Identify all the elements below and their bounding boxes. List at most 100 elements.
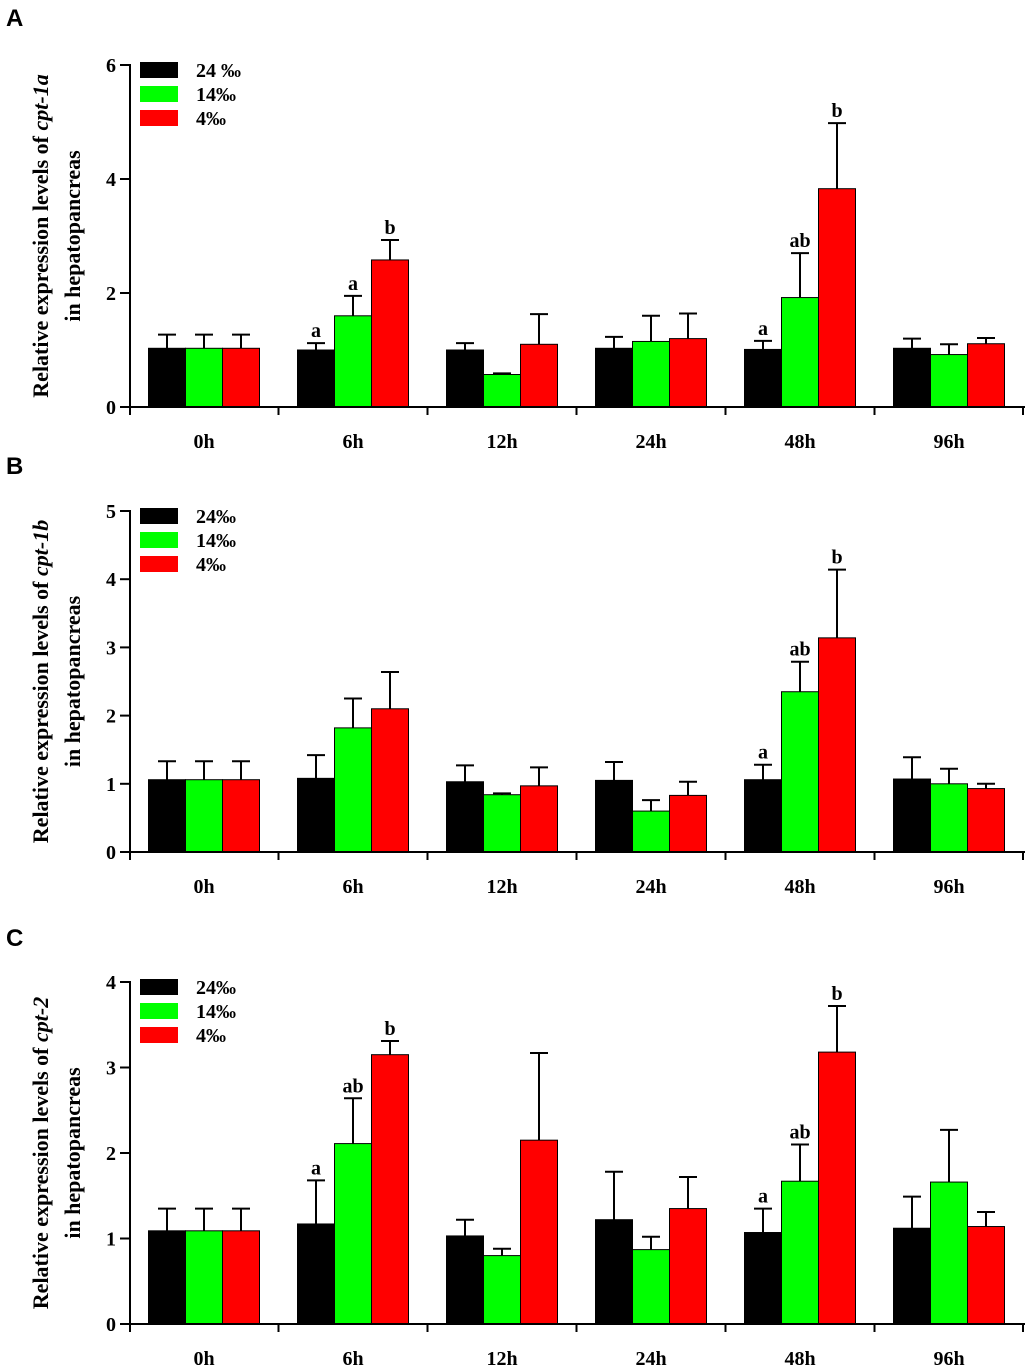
bar bbox=[818, 637, 856, 853]
chart-panel-b: Ba ab b 0 1 2 3 4 5 0h 6h 12h 24h 48h 96h Relative expr… bbox=[6, 453, 1025, 898]
y-tick-label: 0 bbox=[106, 1314, 116, 1336]
panel-letter: A bbox=[6, 5, 23, 32]
y-tick-label: 0 bbox=[106, 397, 116, 419]
y-tick-label: 4 bbox=[106, 972, 116, 994]
panel-letter: B bbox=[6, 453, 23, 480]
legend-swatch bbox=[140, 556, 178, 572]
x-tick-label: 6h bbox=[342, 1348, 363, 1370]
bar bbox=[334, 727, 372, 853]
legend: 24 ‰14‰4‰ bbox=[140, 60, 241, 130]
significance-label: b bbox=[831, 100, 842, 122]
bar bbox=[297, 349, 335, 408]
gene-name: cpt-2 bbox=[28, 997, 53, 1042]
legend-label: 14‰ bbox=[196, 530, 236, 552]
bar bbox=[185, 1230, 223, 1325]
y-tick-label: 2 bbox=[106, 706, 116, 728]
bar bbox=[744, 348, 782, 408]
bar bbox=[744, 779, 782, 853]
y-axis-label-line2: in hepatopancreas bbox=[60, 1067, 85, 1239]
significance-label: b bbox=[384, 1018, 395, 1040]
bar bbox=[520, 343, 558, 408]
legend-swatch bbox=[140, 110, 178, 126]
bar bbox=[334, 315, 372, 408]
bar bbox=[297, 1223, 335, 1325]
y-tick-label: 6 bbox=[106, 55, 116, 77]
legend-swatch bbox=[140, 1003, 178, 1019]
significance-label: b bbox=[384, 217, 395, 239]
legend-swatch bbox=[140, 62, 178, 78]
y-axis-label: Relative expression levels of cpt-1b bbox=[28, 520, 53, 843]
x-tick-label: 48h bbox=[784, 431, 815, 453]
bar bbox=[483, 374, 521, 408]
significance-label: ab bbox=[789, 1121, 810, 1143]
bar bbox=[334, 1143, 372, 1325]
bar bbox=[520, 785, 558, 853]
significance-label: ab bbox=[789, 230, 810, 252]
bar bbox=[595, 779, 633, 853]
bar bbox=[483, 1255, 521, 1325]
bar bbox=[222, 779, 260, 853]
x-tick-label: 6h bbox=[342, 876, 363, 898]
x-tick-label: 12h bbox=[486, 431, 517, 453]
legend: 24‰14‰4‰ bbox=[140, 506, 236, 576]
bar bbox=[371, 259, 409, 408]
y-tick-label: 3 bbox=[106, 1058, 116, 1080]
bar bbox=[148, 779, 186, 853]
bar bbox=[595, 347, 633, 408]
legend-swatch bbox=[140, 979, 178, 995]
x-tick-label: 0h bbox=[193, 431, 214, 453]
bar bbox=[818, 1051, 856, 1325]
x-tick-label: 12h bbox=[486, 876, 517, 898]
significance-label: a bbox=[311, 1157, 321, 1179]
bar bbox=[744, 1232, 782, 1325]
bar bbox=[781, 297, 819, 408]
legend-swatch bbox=[140, 86, 178, 102]
y-tick-label: 1 bbox=[106, 1229, 116, 1251]
bar bbox=[632, 340, 670, 408]
y-tick-label: 4 bbox=[106, 169, 116, 191]
bar bbox=[222, 1230, 260, 1325]
bar bbox=[818, 188, 856, 408]
bar bbox=[669, 1208, 707, 1325]
bar bbox=[930, 354, 968, 408]
x-tick-label: 24h bbox=[635, 876, 666, 898]
chart-panel-c: Ca a ab ab b b 0 1 2 3 4 0h 6h 12h 24h 48h 96h Relative e… bbox=[6, 925, 1025, 1370]
significance-label: a bbox=[311, 320, 321, 342]
significance-label: ab bbox=[789, 639, 810, 661]
bar bbox=[446, 781, 484, 853]
x-tick-label: 48h bbox=[784, 1348, 815, 1370]
legend-label: 24 ‰ bbox=[196, 60, 241, 82]
y-tick-label: 5 bbox=[106, 501, 116, 523]
x-tick-label: 12h bbox=[486, 1348, 517, 1370]
legend-swatch bbox=[140, 1027, 178, 1043]
x-tick-label: 96h bbox=[933, 1348, 964, 1370]
legend-swatch bbox=[140, 532, 178, 548]
bar bbox=[148, 1230, 186, 1325]
x-tick-label: 24h bbox=[635, 431, 666, 453]
x-tick-label: 96h bbox=[933, 431, 964, 453]
bar bbox=[967, 788, 1005, 853]
y-tick-label: 2 bbox=[106, 1143, 116, 1165]
y-tick-label: 0 bbox=[106, 842, 116, 864]
legend-label: 14‰ bbox=[196, 1001, 236, 1023]
bar bbox=[520, 1139, 558, 1325]
bar bbox=[632, 1249, 670, 1325]
x-tick-label: 0h bbox=[193, 1348, 214, 1370]
y-axis-label-line2: in hepatopancreas bbox=[60, 595, 85, 767]
bar bbox=[297, 777, 335, 853]
significance-label: b bbox=[831, 983, 842, 1005]
y-tick-label: 1 bbox=[106, 774, 116, 796]
y-tick-label: 4 bbox=[106, 569, 116, 591]
bar bbox=[185, 779, 223, 853]
bar bbox=[595, 1219, 633, 1325]
bar bbox=[669, 794, 707, 853]
bar bbox=[893, 1227, 931, 1325]
bar bbox=[148, 347, 186, 408]
bar bbox=[371, 708, 409, 853]
y-tick-label: 3 bbox=[106, 637, 116, 659]
bar bbox=[185, 347, 223, 408]
y-axis-label-line2: in hepatopancreas bbox=[60, 150, 85, 322]
significance-label: a bbox=[758, 318, 768, 340]
